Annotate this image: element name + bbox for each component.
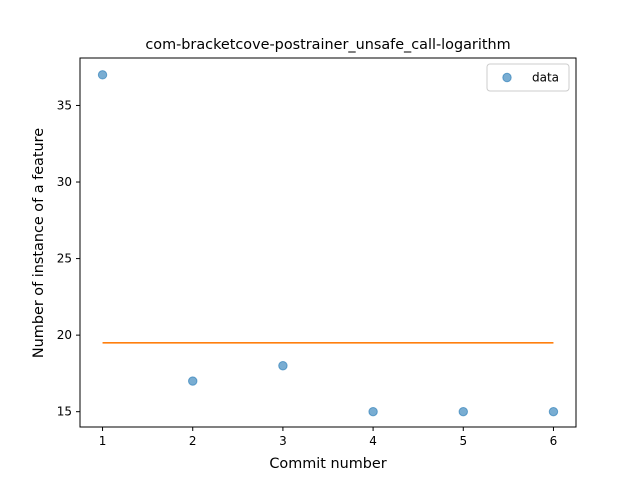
x-tick-label: 4 bbox=[369, 434, 377, 448]
axes-frame bbox=[79, 57, 577, 428]
x-tick-label: 3 bbox=[279, 434, 287, 448]
x-tick-label: 5 bbox=[459, 434, 467, 448]
y-tick-label: 20 bbox=[57, 328, 72, 342]
legend-marker bbox=[502, 72, 512, 83]
chart-title: com-bracketcove-postrainer_unsafe_call-l… bbox=[145, 37, 510, 53]
x-tick-label: 1 bbox=[99, 434, 107, 448]
x-axis-label: Commit number bbox=[269, 456, 386, 472]
plot-area: 1 2 3 4 5 6 15 20 25 30 35 data bbox=[57, 57, 577, 448]
legend-label: data bbox=[532, 71, 559, 85]
y-tick-label: 25 bbox=[57, 252, 72, 266]
data-point bbox=[548, 406, 559, 417]
y-tick-label: 35 bbox=[57, 98, 72, 112]
y-tick-label: 15 bbox=[57, 405, 72, 419]
x-tick-label: 6 bbox=[550, 434, 558, 448]
legend-box bbox=[486, 63, 570, 92]
data-point bbox=[458, 406, 468, 417]
data-point bbox=[97, 70, 108, 80]
y-axis-label: Number of instance of a feature bbox=[31, 128, 47, 358]
data-point bbox=[188, 376, 198, 386]
x-tick-label: 2 bbox=[189, 434, 197, 448]
y-tick-label: 30 bbox=[57, 175, 72, 189]
data-point bbox=[278, 361, 288, 371]
data-point bbox=[368, 406, 378, 417]
